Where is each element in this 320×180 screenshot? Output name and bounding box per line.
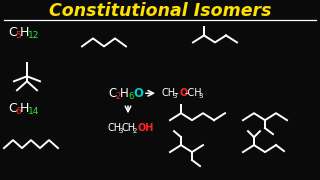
Text: 3: 3 [172,93,177,99]
Text: CH: CH [122,123,136,133]
Text: C: C [8,102,17,115]
Text: -: - [175,88,179,98]
Text: 6: 6 [128,92,133,101]
Text: 14: 14 [28,107,39,116]
Text: 3: 3 [198,93,203,99]
Text: H: H [20,26,29,39]
Text: Constitutional Isomers: Constitutional Isomers [49,3,271,21]
Text: 12: 12 [28,31,39,40]
Text: O: O [133,87,143,100]
Text: H: H [20,102,29,115]
Text: CH: CH [161,88,175,98]
Text: 2: 2 [115,92,120,101]
Text: H: H [120,87,129,100]
Text: C: C [108,87,116,100]
Text: CH: CH [107,123,121,133]
Text: -CH: -CH [185,88,203,98]
Text: 5: 5 [15,31,21,40]
Text: 3: 3 [118,128,123,134]
Text: C: C [8,26,17,39]
Text: 6: 6 [15,107,21,116]
Text: 2: 2 [133,128,137,134]
Text: O: O [179,88,187,98]
Text: OH: OH [137,123,153,133]
